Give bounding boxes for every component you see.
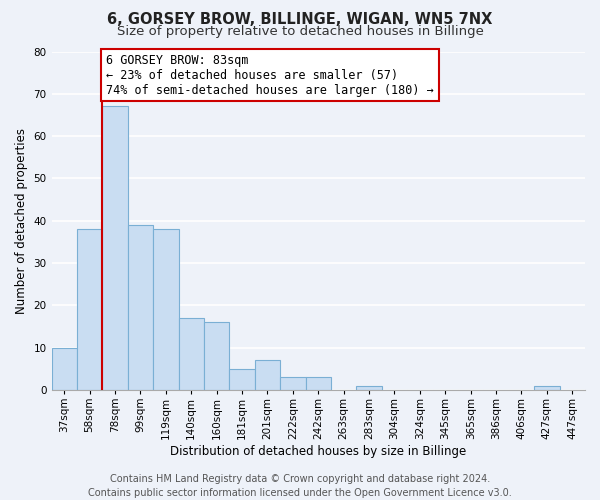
Bar: [305, 377, 331, 390]
Y-axis label: Number of detached properties: Number of detached properties: [15, 128, 28, 314]
Bar: [356, 386, 382, 390]
Text: Size of property relative to detached houses in Billinge: Size of property relative to detached ho…: [116, 25, 484, 38]
Text: 6, GORSEY BROW, BILLINGE, WIGAN, WN5 7NX: 6, GORSEY BROW, BILLINGE, WIGAN, WN5 7NX: [107, 12, 493, 28]
Bar: [103, 106, 128, 390]
Bar: [77, 229, 103, 390]
Bar: [52, 348, 77, 390]
Bar: [204, 322, 229, 390]
Text: Contains HM Land Registry data © Crown copyright and database right 2024.
Contai: Contains HM Land Registry data © Crown c…: [88, 474, 512, 498]
Text: 6 GORSEY BROW: 83sqm
← 23% of detached houses are smaller (57)
74% of semi-detac: 6 GORSEY BROW: 83sqm ← 23% of detached h…: [106, 54, 434, 96]
Bar: [153, 229, 179, 390]
Bar: [229, 368, 255, 390]
Bar: [534, 386, 560, 390]
Bar: [255, 360, 280, 390]
Bar: [179, 318, 204, 390]
X-axis label: Distribution of detached houses by size in Billinge: Distribution of detached houses by size …: [170, 444, 466, 458]
Bar: [128, 225, 153, 390]
Bar: [280, 377, 305, 390]
